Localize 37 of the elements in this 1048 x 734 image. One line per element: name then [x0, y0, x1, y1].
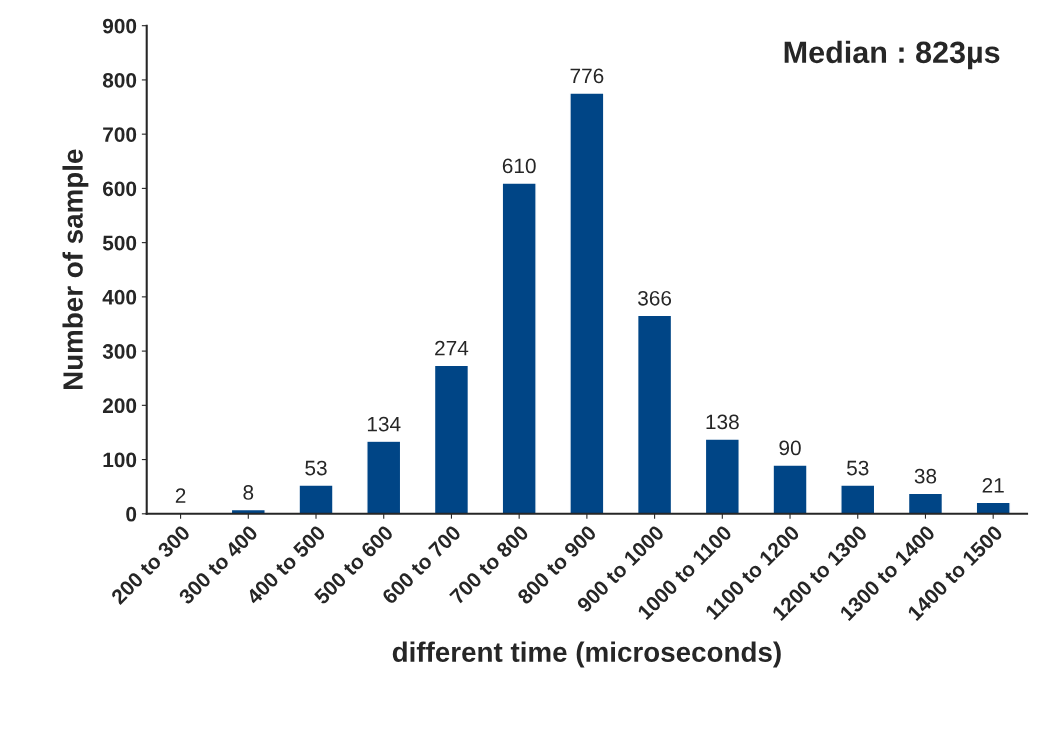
y-tick-label: 0 — [126, 506, 137, 522]
bar — [907, 492, 944, 514]
y-tick-label: 800 — [102, 72, 137, 88]
data-label: 90 — [779, 440, 801, 456]
bar — [569, 92, 605, 514]
y-tick-label: 500 — [102, 235, 137, 251]
bar — [975, 501, 1011, 514]
data-label: 21 — [982, 477, 1004, 493]
y-tick-label: 600 — [103, 181, 137, 197]
y-tick-label: 900 — [102, 18, 137, 34]
data-label: 138 — [706, 414, 739, 430]
data-label: 8 — [243, 485, 254, 500]
data-label: 274 — [435, 340, 469, 356]
y-tick-label: 100 — [103, 452, 137, 468]
x-axis-title: different time (microseconds) — [392, 641, 781, 668]
data-label: 38 — [914, 468, 937, 484]
data-label: 134 — [367, 416, 401, 432]
bar — [840, 484, 876, 514]
bar — [433, 364, 470, 514]
data-label: 2 — [175, 488, 186, 503]
annotation: Median : 823µs — [784, 40, 1000, 70]
data-label: 366 — [638, 290, 672, 306]
bar — [366, 440, 402, 514]
y-axis-title: Number of sample — [62, 149, 89, 390]
data-label: 53 — [847, 460, 869, 476]
data-label: 53 — [305, 460, 327, 476]
y-tick-label: 400 — [102, 289, 137, 305]
data-label: 610 — [502, 158, 536, 174]
y-tick-label: 200 — [102, 398, 137, 414]
y-tick-label: 300 — [102, 344, 137, 359]
y-tick-label: 700 — [103, 127, 137, 142]
bar — [704, 438, 740, 514]
bar — [772, 464, 808, 514]
bar — [636, 314, 673, 514]
bar — [298, 484, 334, 514]
data-label: 776 — [570, 68, 604, 84]
bar — [501, 182, 537, 514]
